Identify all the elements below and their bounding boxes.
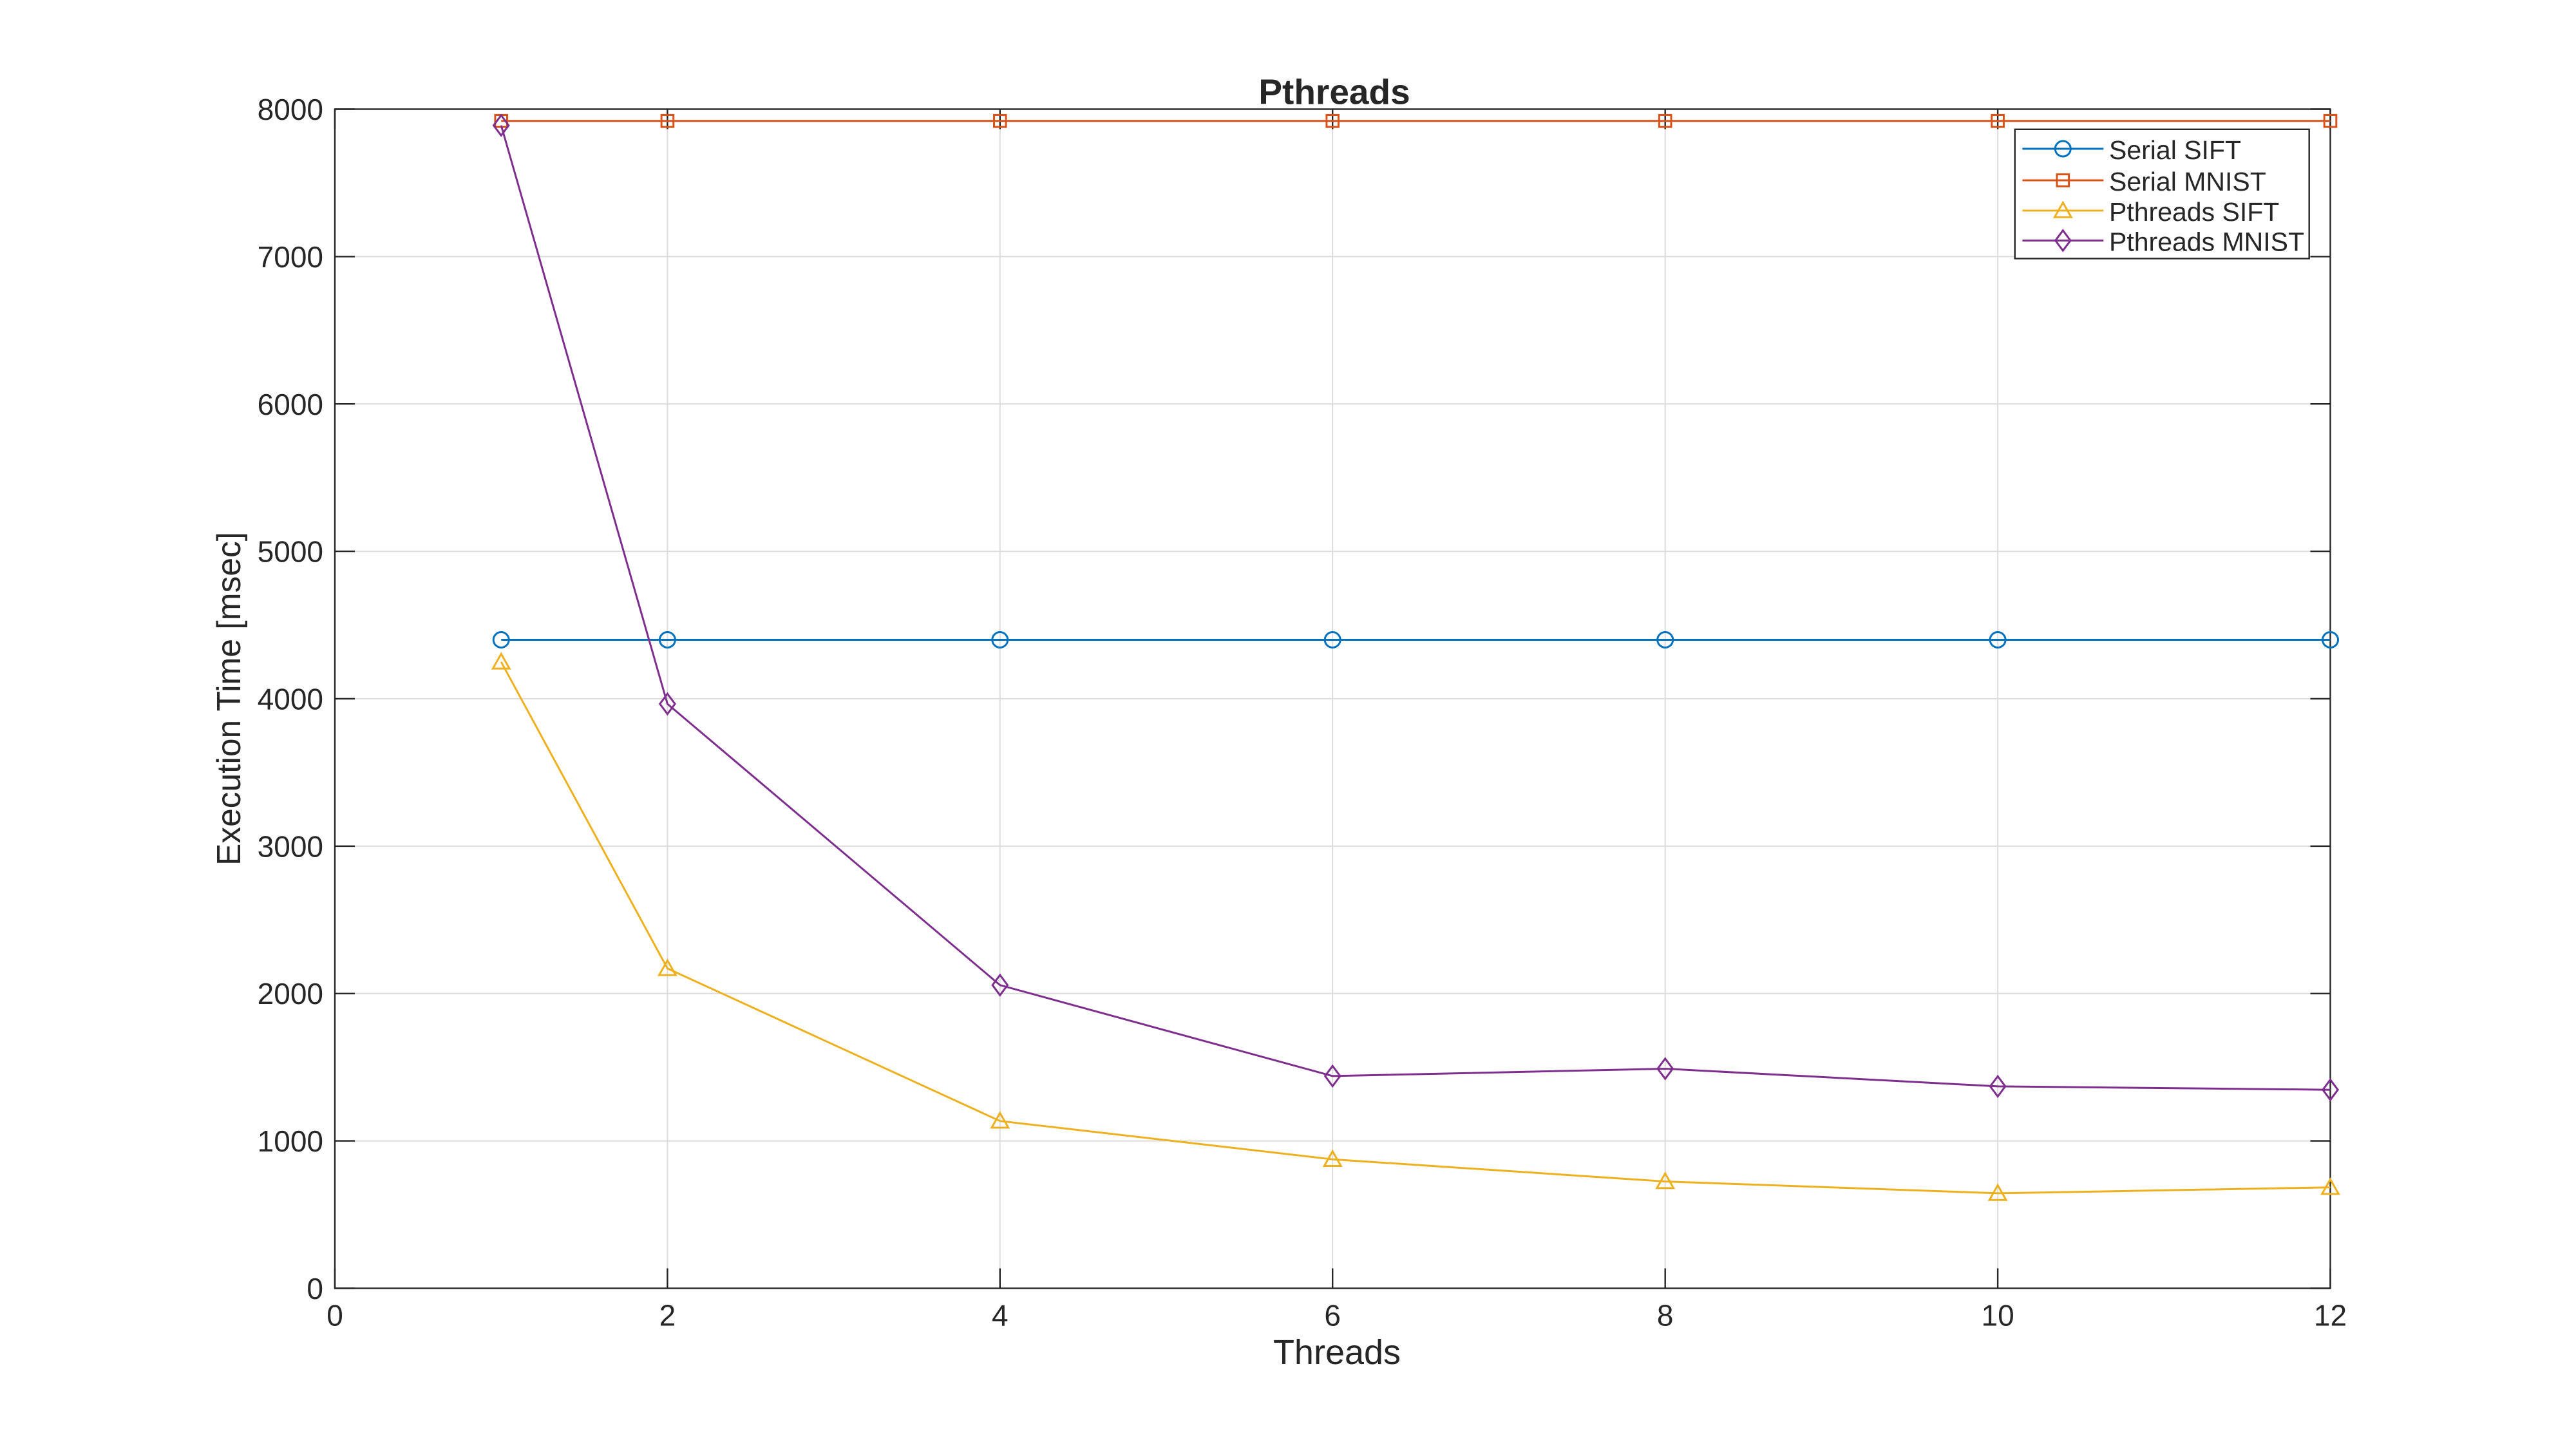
svg-text:0: 0 <box>307 1272 323 1305</box>
svg-text:Pthreads SIFT: Pthreads SIFT <box>2109 197 2279 227</box>
svg-text:Pthreads MNIST: Pthreads MNIST <box>2109 227 2304 257</box>
svg-text:Execution Time [msec]: Execution Time [msec] <box>210 532 247 866</box>
svg-text:7000: 7000 <box>258 240 323 274</box>
svg-text:2000: 2000 <box>258 977 323 1010</box>
svg-text:10: 10 <box>1982 1299 2014 1332</box>
svg-text:5000: 5000 <box>258 535 323 569</box>
svg-text:12: 12 <box>2314 1299 2347 1332</box>
svg-text:1000: 1000 <box>258 1124 323 1158</box>
svg-text:4000: 4000 <box>258 683 323 716</box>
svg-text:0: 0 <box>327 1299 343 1332</box>
svg-text:4: 4 <box>992 1299 1009 1332</box>
svg-text:Serial SIFT: Serial SIFT <box>2109 135 2241 165</box>
svg-text:8: 8 <box>1657 1299 1674 1332</box>
svg-text:6: 6 <box>1324 1299 1341 1332</box>
svg-text:Threads: Threads <box>1273 1333 1401 1372</box>
svg-text:8000: 8000 <box>258 93 323 126</box>
svg-text:Pthreads: Pthreads <box>1258 72 1410 112</box>
svg-text:Serial MNIST: Serial MNIST <box>2109 167 2266 196</box>
svg-text:6000: 6000 <box>258 388 323 421</box>
svg-text:2: 2 <box>659 1299 676 1332</box>
svg-text:3000: 3000 <box>258 829 323 863</box>
